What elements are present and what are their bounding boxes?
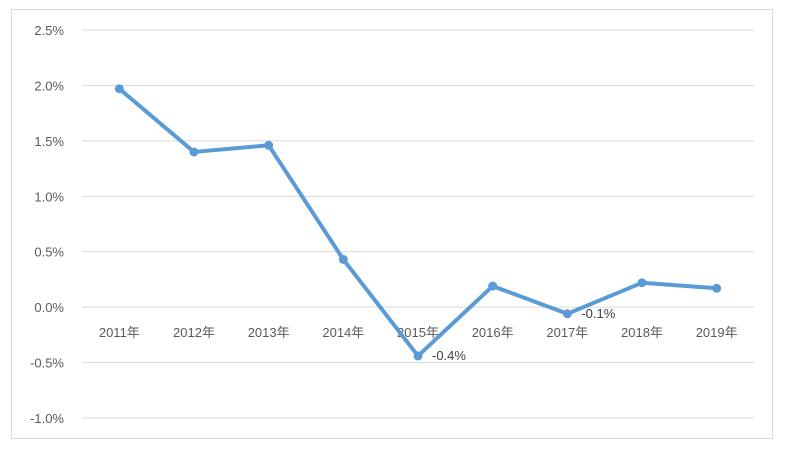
y-tick-label: -1.0% (30, 411, 64, 426)
y-tick-label: -0.5% (30, 356, 64, 371)
x-tick-label: 2014年 (322, 325, 364, 340)
data-label: -0.4% (432, 348, 466, 363)
data-point (712, 283, 722, 293)
data-point (189, 147, 199, 157)
data-point (114, 84, 124, 94)
series-layer (114, 84, 722, 361)
gridlines (82, 29, 754, 419)
y-tick-label: 2.0% (34, 78, 64, 93)
x-tick-label: 2015年 (397, 325, 439, 340)
data-point (264, 140, 274, 150)
data-point (562, 309, 572, 319)
x-tick-label: 2019年 (696, 325, 738, 340)
x-tick-label: 2011年 (99, 325, 140, 340)
series-line (117, 86, 719, 358)
y-axis-tick-labels: 2.5% 2.0% 1.5% 1.0% 0.5% 0.0% -0.5% -1.0% (30, 23, 64, 426)
data-point (488, 281, 498, 291)
x-axis-tick-labels: 2011年 2012年 2013年 2014年 2015年 2016年 2017年 2018年… (99, 325, 738, 340)
x-tick-label: 2013年 (248, 325, 290, 340)
data-labels: -0.4% -0.1% (432, 306, 616, 363)
y-tick-label: 1.5% (34, 134, 64, 149)
x-tick-label: 2017年 (546, 325, 588, 340)
chart-frame (11, 9, 773, 439)
y-tick-label: 1.0% (34, 189, 64, 204)
x-tick-label: 2012年 (173, 325, 215, 340)
y-tick-label: 2.5% (34, 23, 64, 38)
data-label: -0.1% (581, 306, 615, 321)
x-tick-label: 2016年 (472, 325, 514, 340)
y-tick-label: 0.0% (34, 300, 64, 315)
y-tick-label: 0.5% (34, 245, 64, 260)
data-point (338, 254, 348, 264)
data-point (637, 278, 647, 288)
x-tick-label: 2018年 (621, 325, 663, 340)
data-point (413, 351, 423, 361)
